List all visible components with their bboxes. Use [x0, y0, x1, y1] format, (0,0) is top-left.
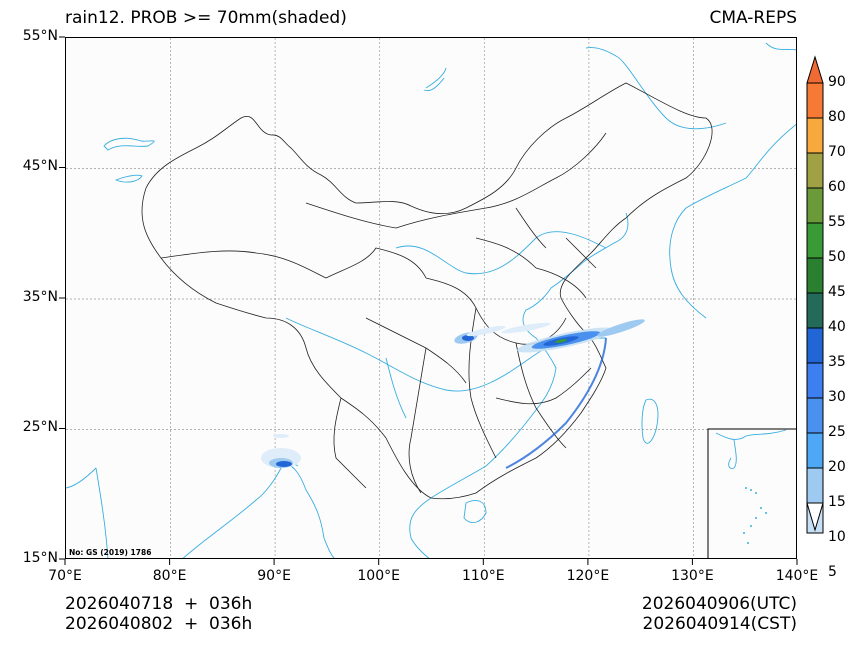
- model-name: CMA-REPS: [709, 8, 797, 28]
- colorbar-label-20: 20: [828, 459, 846, 475]
- colorbar-label-40: 40: [828, 319, 846, 335]
- coastline-layer: [66, 42, 796, 558]
- xtick-110e: 110°E: [462, 568, 505, 584]
- lake-balkhash: [103, 137, 155, 151]
- ytick-55n: 55°N: [22, 28, 58, 44]
- init-time-utc: 2026040718 + 036h: [65, 594, 253, 614]
- xtick-80e: 80°E: [152, 568, 187, 584]
- lake-issyk-kul: [114, 174, 143, 183]
- chart-title: rain12. PROB >= 70mm(shaded): [65, 8, 347, 28]
- xtick-140e: 140°E: [775, 568, 819, 584]
- colorbar-label-50: 50: [828, 249, 846, 265]
- colorbar-label-90: 90: [828, 74, 846, 90]
- xtick-120e: 120°E: [566, 568, 610, 584]
- colorbar-label-15: 15: [828, 494, 846, 510]
- colorbar: [806, 55, 824, 534]
- colorbar-label-55: 55: [828, 214, 846, 230]
- colorbar-label-60: 60: [828, 179, 846, 195]
- map-plot-area: [65, 37, 797, 559]
- colorbar-label-10: 10: [828, 529, 846, 545]
- colorbar-segments: [806, 82, 824, 534]
- tick-marks: [59, 36, 798, 565]
- xtick-100e: 100°E: [357, 568, 400, 584]
- xtick-130e: 130°E: [671, 568, 714, 584]
- ytick-35n: 35°N: [22, 289, 58, 305]
- ytick-25n: 25°N: [22, 419, 58, 435]
- xtick-90e: 90°E: [257, 568, 291, 584]
- gridlines: [66, 38, 796, 558]
- map-canvas: [66, 38, 796, 558]
- south-china-sea-inset: [707, 428, 796, 558]
- ytick-45n: 45°N: [22, 158, 58, 174]
- map-approval-credit: No: GS (2019) 1786: [69, 548, 152, 557]
- init-time-cst: 2026040802 + 036h: [65, 614, 253, 634]
- ytick-15n: 15°N: [22, 550, 58, 566]
- colorbar-label-5: 5: [828, 564, 837, 580]
- colorbar-label-70: 70: [828, 144, 846, 160]
- colorbar-label-45: 45: [828, 284, 846, 300]
- valid-time-cst: 2026040914(CST): [642, 614, 797, 634]
- valid-time-utc: 2026040906(UTC): [641, 594, 797, 614]
- colorbar-label-80: 80: [828, 109, 846, 125]
- probability-shading: [261, 319, 645, 469]
- colorbar-over-arrow: [806, 55, 824, 84]
- colorbar-label-25: 25: [828, 424, 846, 440]
- colorbar-label-35: 35: [828, 354, 846, 370]
- xtick-70e: 70°E: [48, 568, 82, 584]
- lake-baikal: [423, 67, 447, 92]
- colorbar-under-arrow: [806, 502, 824, 532]
- colorbar-label-30: 30: [828, 389, 846, 405]
